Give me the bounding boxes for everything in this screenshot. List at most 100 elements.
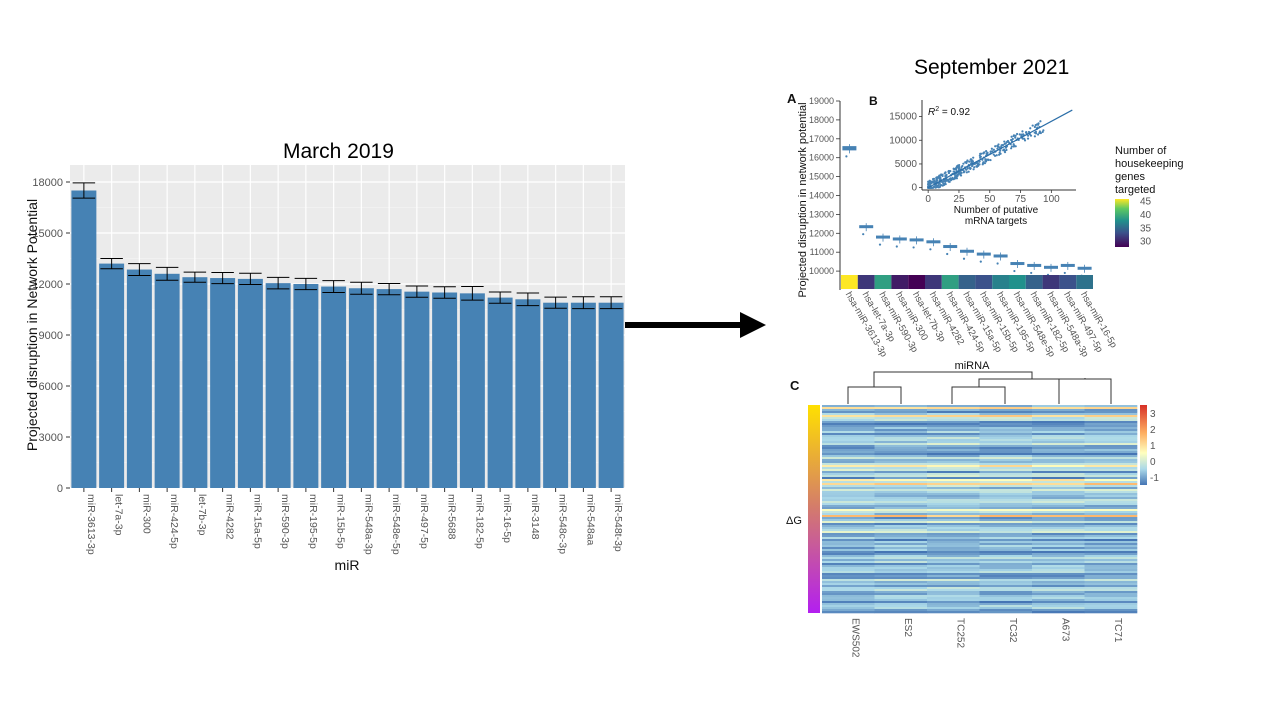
heatmap-cell [874, 519, 928, 522]
heatmap-cell [1032, 411, 1085, 414]
transition-arrow [625, 312, 766, 338]
heatmap-cell [874, 485, 928, 488]
heatmap-cell [822, 461, 875, 464]
bar [210, 278, 236, 488]
scatter-point [945, 174, 948, 178]
heatmap-cell [979, 565, 1033, 568]
heatmap-cell [927, 409, 980, 412]
heatmap-cell [1084, 509, 1138, 512]
heatmap-column-labels: EWS502 ES2 TC252 TC32 A673 TC71 [849, 618, 1123, 658]
heatmap-cell [1032, 557, 1085, 560]
heatmap-cell [1032, 539, 1085, 542]
bar [265, 283, 291, 488]
legend-ticks: 45 40 35 30 [1140, 197, 1152, 248]
scatter-point [1041, 130, 1044, 134]
heatmap-cell [1032, 473, 1085, 476]
heatmap-cell [1032, 549, 1085, 552]
scatter-point [1006, 140, 1009, 143]
scatter-point [972, 168, 975, 171]
heatmap-cell [979, 553, 1033, 556]
heatmap-cell [874, 497, 928, 500]
heatmap-cell [874, 413, 928, 416]
heatmap-cell [1084, 439, 1138, 442]
bar [71, 190, 97, 488]
colorbar-tick-label: 2 [1150, 425, 1156, 436]
heatmap-cell [822, 489, 875, 492]
heatmap-cell [822, 581, 875, 584]
heatmap-cell [1032, 423, 1085, 426]
heatmap-cell [927, 443, 980, 446]
panel-a-x-axis-label: miRNA [955, 360, 990, 372]
scatter-point [969, 158, 973, 161]
heatmap-cell [979, 555, 1033, 558]
heatmap-cell [874, 503, 928, 506]
housekeeping-tile [1059, 275, 1077, 289]
heatmap-cell [927, 593, 980, 596]
x-tick-label: 100 [1043, 194, 1060, 205]
heatmap-cell [927, 437, 980, 440]
heatmap-cell [1084, 541, 1138, 544]
heatmap-cell [927, 509, 980, 512]
heatmap-cell [1084, 481, 1138, 484]
heatmap-cell [822, 573, 875, 576]
heatmap-cell [1032, 603, 1085, 606]
y-tick-label: 12000 [809, 228, 834, 238]
scatter-point [932, 180, 935, 183]
delta-g-side-bar [808, 405, 820, 613]
panel-a-y-axis-label: Projected disruption in network potentia… [797, 102, 809, 297]
heatmap-cell [1032, 543, 1085, 546]
heatmap-cell [927, 515, 980, 518]
heatmap-cell [1084, 529, 1138, 532]
legend-title-line: housekeeping [1115, 158, 1184, 170]
heatmap-cell [874, 459, 928, 462]
heatmap-cell [874, 553, 928, 556]
heatmap-cell [927, 535, 980, 538]
heatmap-cell [822, 533, 875, 536]
heatmap-cell [1084, 465, 1138, 468]
heatmap-cell [927, 507, 980, 510]
heatmap-cell [874, 431, 928, 434]
scatter-point [954, 176, 957, 179]
heatmap-cell [927, 447, 980, 450]
heatmap-cell [979, 537, 1033, 540]
heatmap-cell [1032, 453, 1085, 456]
heatmap-cell [822, 447, 875, 450]
heatmap-cell [979, 577, 1033, 580]
heatmap-cell [1084, 551, 1138, 554]
heatmap-cell [979, 459, 1033, 462]
scatter-point [958, 165, 961, 169]
heatmap-cell [927, 461, 980, 464]
heatmap-colorbar [1140, 405, 1147, 485]
heatmap-cell [1032, 589, 1085, 592]
heatmap-cell [1032, 569, 1085, 572]
heatmap-cell [1084, 521, 1138, 524]
heatmap-cell [927, 463, 980, 466]
legend-tick-label: 45 [1140, 197, 1152, 208]
x-tick-label: 25 [953, 194, 965, 205]
heatmap-cell [822, 503, 875, 506]
heatmap-cell [822, 455, 875, 458]
heatmap-cell [927, 477, 980, 480]
heatmap-cell [979, 599, 1033, 602]
heatmap-cell [822, 411, 875, 414]
heatmap-cell [874, 425, 928, 428]
scatter-point [958, 163, 961, 167]
heatmap-cell [979, 513, 1033, 516]
heatmap-cell [874, 603, 928, 606]
heatmap-cell [1032, 461, 1085, 464]
bar [321, 286, 347, 488]
heatmap-cell [874, 507, 928, 510]
heatmap-column-label: TC32 [1007, 618, 1018, 643]
heatmap-cell [822, 567, 875, 570]
heatmap-cell [874, 537, 928, 540]
heatmap-cell [927, 419, 980, 422]
heatmap-cell [927, 569, 980, 572]
heatmap-cell [1032, 611, 1085, 614]
heatmap-cell [822, 591, 875, 594]
scatter-point [982, 162, 985, 165]
heatmap-cell [927, 579, 980, 582]
heatmap-cell [874, 569, 928, 572]
heatmap-cell [822, 513, 875, 516]
heatmap-cell [822, 551, 875, 554]
scatter-point [955, 174, 959, 177]
